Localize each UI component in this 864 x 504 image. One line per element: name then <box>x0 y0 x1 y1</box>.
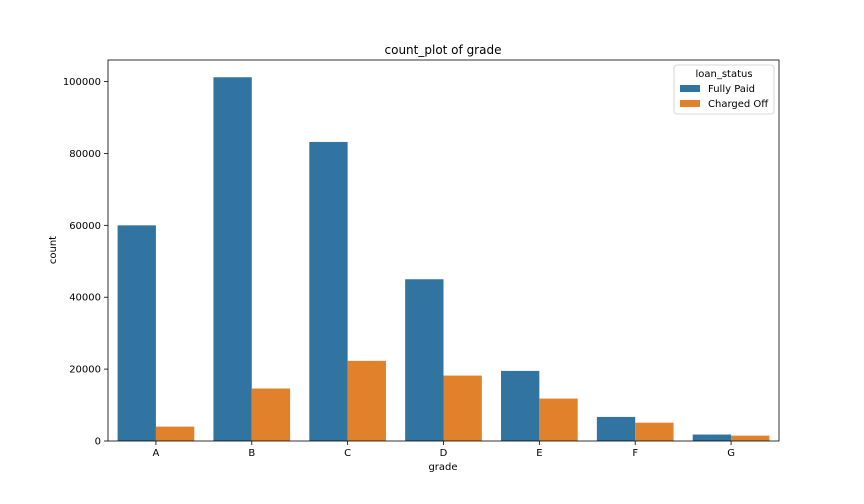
legend-label-charged-off: Charged Off <box>708 99 769 110</box>
legend: loan_status Fully Paid Charged Off <box>673 64 775 115</box>
bar-fully-paid-g <box>692 434 732 441</box>
y-axis: 0 20000 40000 60000 80000 100000 <box>63 77 108 448</box>
x-tick-label: A <box>153 448 160 459</box>
x-tick-label: D <box>440 448 448 459</box>
legend-swatch-fully-paid <box>680 85 700 92</box>
x-tick-label: B <box>248 448 255 459</box>
bar-charged-off-a <box>155 426 195 441</box>
x-tick-label: E <box>536 448 542 459</box>
bar-fully-paid-e <box>501 370 540 441</box>
bar-charged-off-b <box>251 388 291 441</box>
legend-swatch-charged-off <box>680 100 700 107</box>
y-tick-label: 100000 <box>63 77 101 88</box>
chart-title: count_plot of grade <box>385 43 502 57</box>
bar-charged-off-f <box>635 422 674 441</box>
bar-fully-paid-c <box>309 141 348 441</box>
y-axis-label: count <box>48 236 59 264</box>
legend-label-fully-paid: Fully Paid <box>708 84 755 95</box>
x-tick-label: G <box>727 448 735 459</box>
bar-fully-paid-f <box>596 416 636 441</box>
x-tick-label: F <box>632 448 638 459</box>
bar-fully-paid-a <box>117 225 156 441</box>
legend-title: loan_status <box>695 69 752 80</box>
x-axis: A B C D E F G <box>153 441 735 459</box>
bar-charged-off-e <box>539 398 578 441</box>
y-tick-label: 0 <box>95 437 101 448</box>
plot-frame <box>107 59 780 442</box>
bars-layer <box>117 77 770 441</box>
y-tick-label: 20000 <box>69 365 101 376</box>
x-axis-label: grade <box>428 462 457 473</box>
bar-charged-off-g <box>731 435 770 441</box>
bar-fully-paid-b <box>213 77 252 441</box>
x-tick-label: C <box>344 448 351 459</box>
y-tick-label: 40000 <box>69 293 101 304</box>
y-tick-label: 60000 <box>69 221 101 232</box>
y-tick-label: 80000 <box>69 149 101 160</box>
bar-charged-off-c <box>347 360 386 441</box>
bar-fully-paid-d <box>405 279 444 441</box>
bar-charged-off-d <box>443 375 482 441</box>
